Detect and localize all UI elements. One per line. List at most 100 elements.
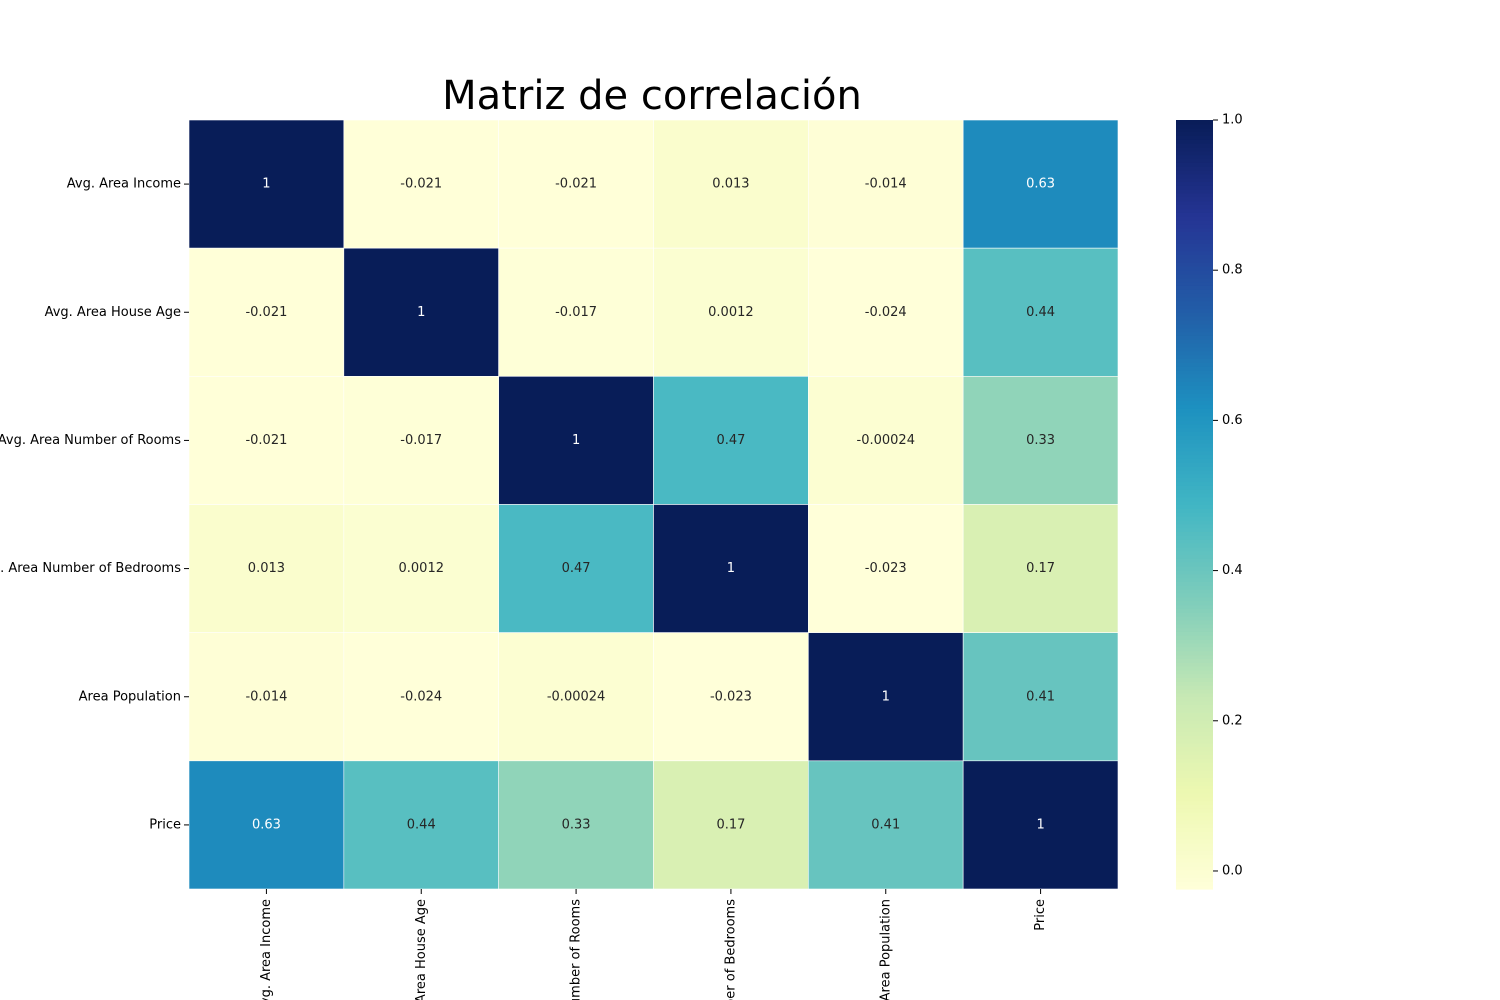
colorbar-segment bbox=[1176, 400, 1213, 406]
y-tick-label: Avg. Area House Age bbox=[45, 305, 181, 320]
colorbar-segment bbox=[1176, 685, 1213, 690]
colorbar-segment bbox=[1176, 623, 1213, 629]
colorbar-segment bbox=[1176, 154, 1213, 160]
colorbar-segment bbox=[1176, 773, 1213, 779]
y-tick-label: Avg. Area Income bbox=[67, 177, 181, 192]
colorbar-tick-label: 0.0 bbox=[1222, 863, 1243, 878]
colorbar-segment bbox=[1176, 304, 1213, 310]
cell-label: 0.013 bbox=[712, 177, 749, 192]
colorbar-segment bbox=[1176, 500, 1213, 506]
cell-label: -0.00024 bbox=[857, 433, 915, 448]
y-tick-label: Avg. Area Number of Rooms bbox=[0, 433, 181, 448]
colorbar-segment bbox=[1176, 316, 1213, 321]
colorbar-segment bbox=[1176, 650, 1213, 656]
colorbar-segment bbox=[1176, 177, 1213, 183]
colorbar-segment bbox=[1176, 566, 1213, 571]
colorbar-segment bbox=[1176, 350, 1213, 356]
colorbar-segment bbox=[1176, 262, 1213, 267]
colorbar-segment bbox=[1176, 715, 1213, 721]
cell-label: 0.41 bbox=[871, 817, 900, 832]
colorbar-segment bbox=[1176, 554, 1213, 559]
cell-label: 0.0012 bbox=[708, 305, 754, 320]
colorbar-segment bbox=[1176, 735, 1213, 740]
colorbar-segment bbox=[1176, 815, 1213, 821]
colorbar-segment bbox=[1176, 120, 1213, 125]
cell-label: 0.63 bbox=[1026, 177, 1055, 192]
colorbar-segment bbox=[1176, 200, 1213, 206]
heatmap-cell bbox=[653, 247, 809, 377]
colorbar-segment bbox=[1176, 742, 1213, 748]
colorbar-segment bbox=[1176, 481, 1213, 486]
colorbar-segment bbox=[1176, 746, 1213, 752]
colorbar-segment bbox=[1176, 485, 1213, 490]
colorbar-segment bbox=[1176, 431, 1213, 436]
colorbar-segment bbox=[1176, 792, 1213, 798]
heatmap-cell bbox=[962, 247, 1119, 377]
cell-label: 0.33 bbox=[562, 817, 591, 832]
cell-label: -0.021 bbox=[400, 177, 442, 192]
colorbar-segment bbox=[1176, 208, 1213, 213]
colorbar-segment bbox=[1176, 669, 1213, 675]
colorbar-segment bbox=[1176, 519, 1213, 525]
colorbar-segment bbox=[1176, 293, 1213, 298]
heatmap-cell bbox=[188, 760, 345, 890]
cell-label: 0.17 bbox=[1026, 561, 1055, 576]
colorbar-segment bbox=[1176, 592, 1213, 598]
colorbar-segment bbox=[1176, 435, 1213, 440]
colorbar-segment bbox=[1176, 608, 1213, 613]
cell-label: 1 bbox=[572, 433, 580, 448]
colorbar-tick-label: 0.8 bbox=[1222, 263, 1243, 278]
colorbar-segment bbox=[1176, 289, 1213, 294]
cell-label: -0.021 bbox=[245, 433, 287, 448]
colorbar-segment bbox=[1176, 150, 1213, 156]
colorbar-segment bbox=[1176, 423, 1213, 429]
colorbar-segment bbox=[1176, 173, 1213, 179]
y-tick-label: Avg. Area Number of Bedrooms bbox=[0, 561, 181, 576]
colorbar-segment bbox=[1176, 181, 1213, 186]
colorbar-segment bbox=[1176, 254, 1213, 260]
colorbar-segment bbox=[1176, 535, 1213, 540]
heatmap-cell bbox=[808, 504, 964, 633]
colorbar-segment bbox=[1176, 346, 1213, 352]
colorbar-tick-label: 1.0 bbox=[1222, 113, 1243, 128]
heatmap-cell bbox=[188, 504, 345, 633]
y-tick-label: Area Population bbox=[79, 689, 181, 704]
colorbar-segment bbox=[1176, 527, 1213, 533]
cell-label: 0.47 bbox=[716, 433, 745, 448]
colorbar-segment bbox=[1176, 281, 1213, 286]
colorbar-segment bbox=[1176, 823, 1213, 829]
heatmap-cell bbox=[188, 632, 345, 762]
colorbar-segment bbox=[1176, 223, 1213, 229]
heatmap-cell bbox=[188, 119, 345, 249]
cell-label: -0.024 bbox=[400, 689, 442, 704]
colorbar-segment bbox=[1176, 385, 1213, 390]
colorbar-segment bbox=[1176, 627, 1213, 632]
heatmap-cell bbox=[653, 632, 809, 762]
colorbar-segment bbox=[1176, 508, 1213, 513]
cell-label: -0.00024 bbox=[547, 689, 605, 704]
cell-label: 0.63 bbox=[252, 817, 281, 832]
colorbar-segment bbox=[1176, 704, 1213, 709]
colorbar-segment bbox=[1176, 573, 1213, 579]
cell-label: 0.47 bbox=[562, 561, 591, 576]
colorbar-segment bbox=[1176, 839, 1213, 844]
colorbar-segment bbox=[1176, 189, 1213, 194]
colorbar-segment bbox=[1176, 635, 1213, 640]
colorbar-segment bbox=[1176, 616, 1213, 621]
colorbar-segment bbox=[1176, 235, 1213, 240]
colorbar-segment bbox=[1176, 219, 1213, 225]
colorbar-segment bbox=[1176, 665, 1213, 671]
colorbar-segment bbox=[1176, 873, 1213, 879]
cell-label: -0.017 bbox=[400, 433, 442, 448]
colorbar-segment bbox=[1176, 550, 1213, 556]
colorbar-segment bbox=[1176, 885, 1213, 890]
cell-label: 1 bbox=[727, 561, 735, 576]
colorbar-segment bbox=[1176, 831, 1213, 836]
colorbar-segment bbox=[1176, 631, 1213, 636]
colorbar-segment bbox=[1176, 216, 1213, 221]
colorbar-segment bbox=[1176, 800, 1213, 806]
colorbar-segment bbox=[1176, 781, 1213, 786]
colorbar-segment bbox=[1176, 396, 1213, 402]
colorbar-segment bbox=[1176, 600, 1213, 606]
